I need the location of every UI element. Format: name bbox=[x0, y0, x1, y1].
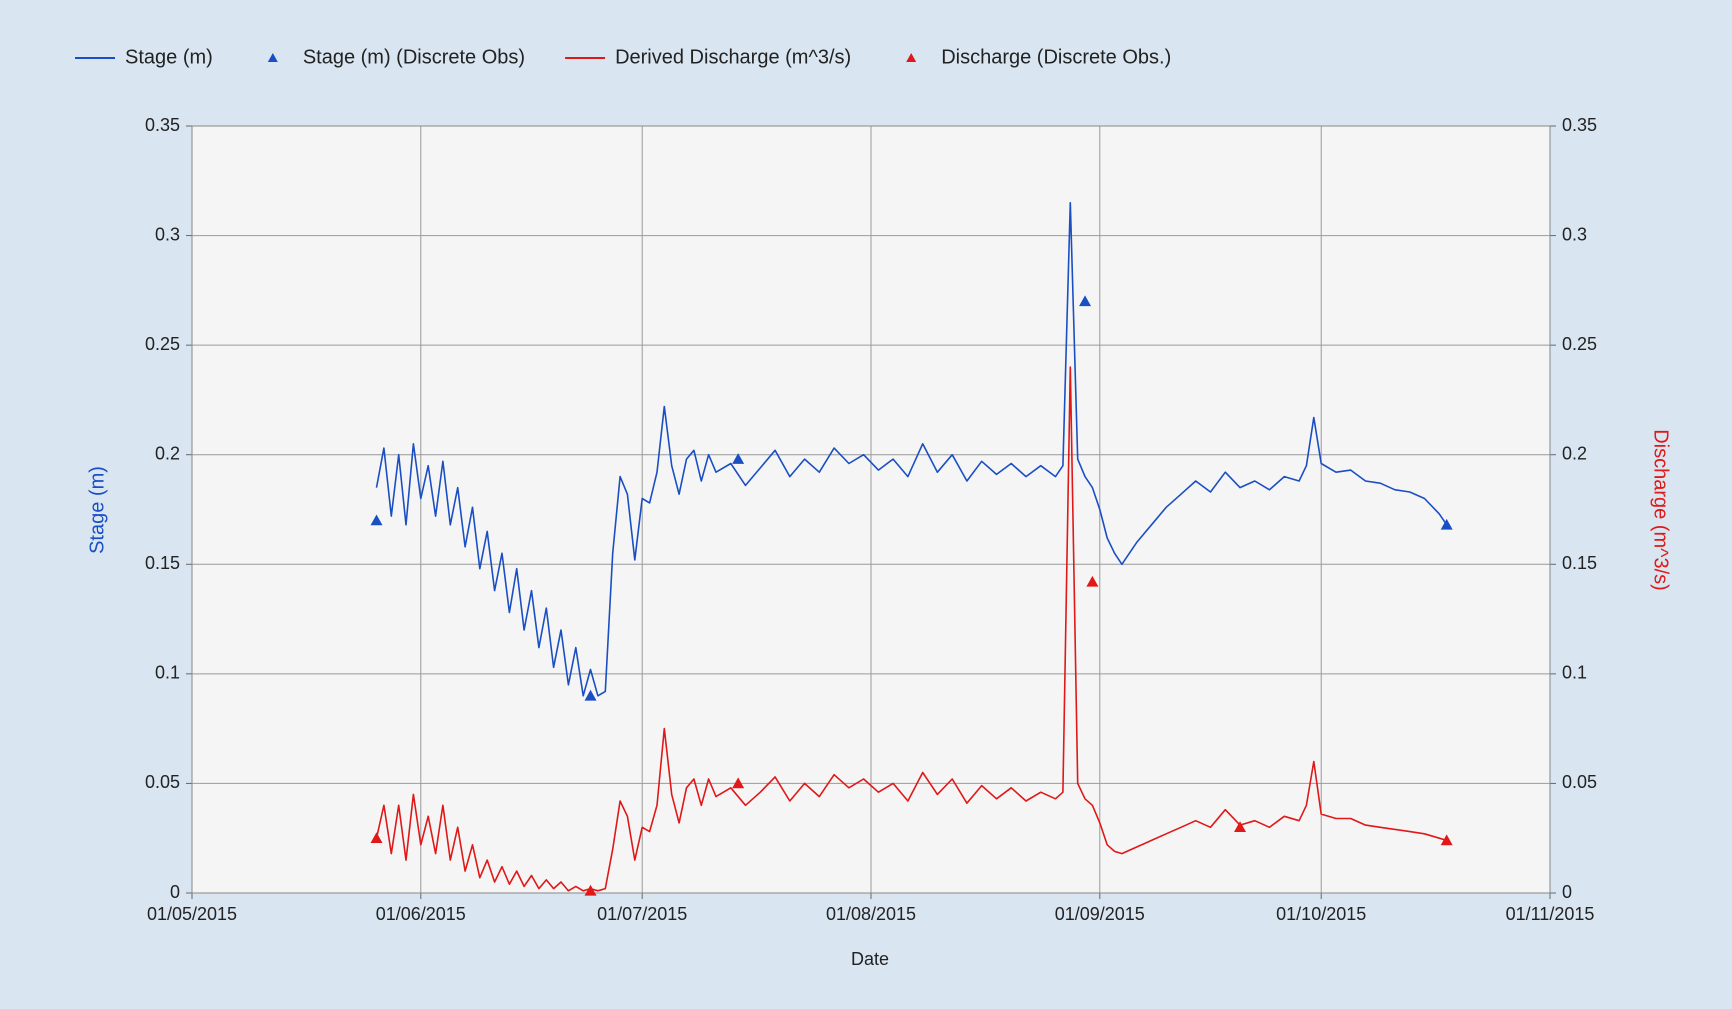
y2-tick-label: 0.15 bbox=[1562, 553, 1597, 573]
x-tick-label: 01/06/2015 bbox=[376, 904, 466, 924]
obs-marker bbox=[584, 884, 597, 896]
obs-marker bbox=[584, 689, 597, 701]
y2-tick-label: 0.3 bbox=[1562, 224, 1587, 244]
x-tick-label: 01/09/2015 bbox=[1055, 904, 1145, 924]
legend-symbol bbox=[267, 53, 278, 62]
obs-marker bbox=[370, 832, 383, 844]
y2-tick-label: 0.2 bbox=[1562, 443, 1587, 463]
y-tick-label: 0.15 bbox=[145, 553, 180, 573]
legend-label: Stage (m) (Discrete Obs) bbox=[303, 46, 525, 68]
obs-marker bbox=[1079, 295, 1092, 307]
y2-tick-label: 0.25 bbox=[1562, 334, 1597, 354]
y-tick-label: 0.35 bbox=[145, 115, 180, 135]
y-tick-label: 0.2 bbox=[155, 443, 180, 463]
obs-marker bbox=[1440, 834, 1453, 846]
x-tick-label: 01/08/2015 bbox=[826, 904, 916, 924]
legend-label: Derived Discharge (m^3/s) bbox=[615, 46, 851, 68]
x-tick-label: 01/11/2015 bbox=[1506, 904, 1595, 924]
y2-tick-label: 0.05 bbox=[1562, 772, 1597, 792]
obs-marker bbox=[1440, 518, 1453, 530]
obs-marker bbox=[370, 514, 383, 526]
obs-marker bbox=[732, 777, 745, 789]
y2-tick-label: 0.1 bbox=[1562, 663, 1587, 683]
x-axis-title: Date bbox=[851, 949, 889, 969]
obs-marker bbox=[1234, 821, 1247, 833]
y2-tick-label: 0.35 bbox=[1562, 115, 1597, 135]
x-tick-label: 01/05/2015 bbox=[147, 904, 237, 924]
y2-tick-label: 0 bbox=[1562, 882, 1572, 902]
y-axis-title: Stage (m) bbox=[86, 466, 108, 554]
y-tick-label: 0.05 bbox=[145, 772, 180, 792]
legend-label: Discharge (Discrete Obs.) bbox=[941, 46, 1171, 68]
y2-axis-title: Discharge (m^3/s) bbox=[1650, 429, 1672, 591]
obs-marker bbox=[732, 453, 745, 464]
obs-marker bbox=[1086, 575, 1099, 587]
series-line bbox=[375, 201, 1448, 697]
x-tick-label: 01/07/2015 bbox=[597, 904, 687, 924]
plot-border bbox=[191, 125, 1551, 894]
legend-label: Stage (m) bbox=[125, 46, 213, 68]
legend-symbol bbox=[906, 53, 917, 62]
y-tick-label: 0 bbox=[170, 882, 180, 902]
y-tick-label: 0.3 bbox=[155, 224, 180, 244]
y-tick-label: 0.1 bbox=[155, 663, 180, 683]
series-line bbox=[375, 366, 1447, 892]
y-tick-label: 0.25 bbox=[145, 334, 180, 354]
x-tick-label: 01/10/2015 bbox=[1276, 904, 1366, 924]
